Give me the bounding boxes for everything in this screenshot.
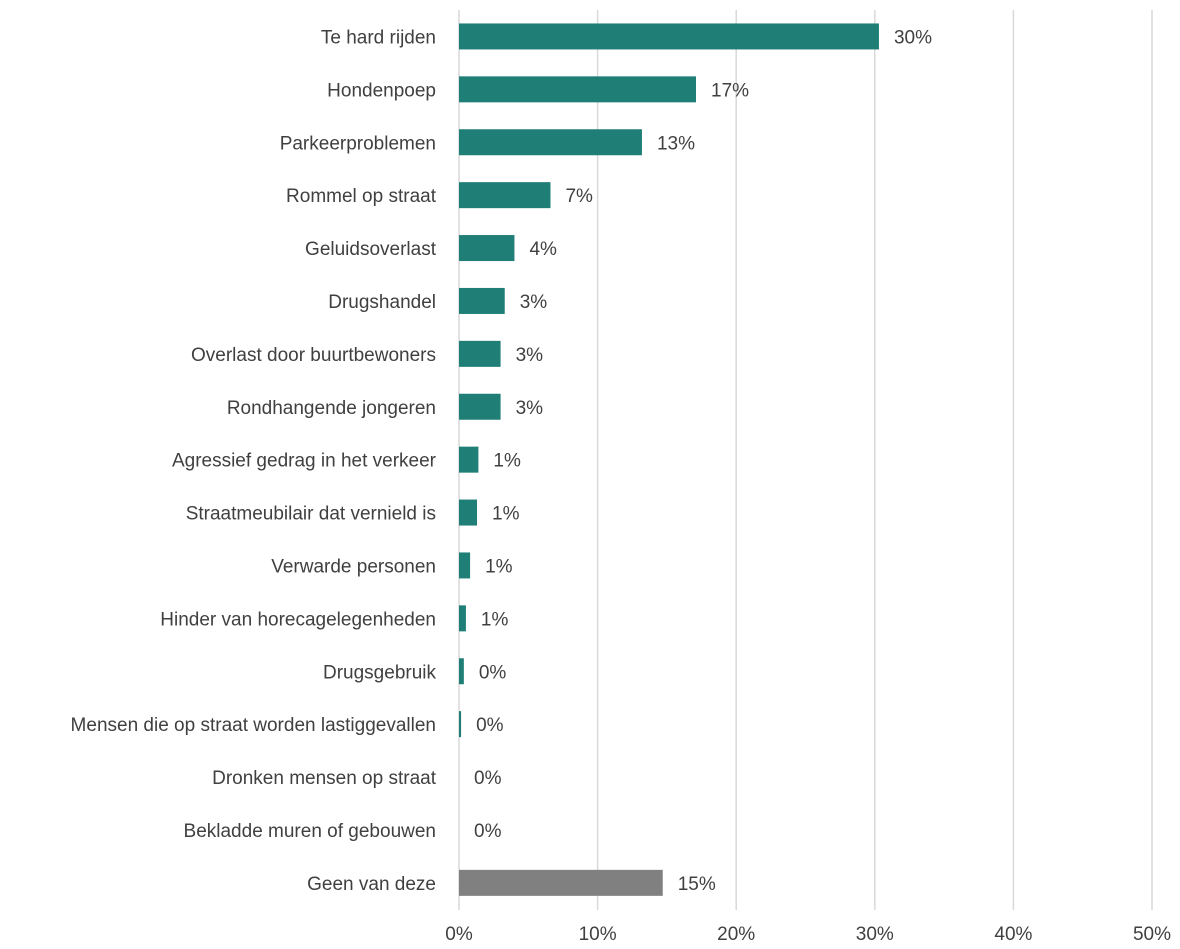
value-label: 3%	[516, 345, 544, 366]
bar	[459, 235, 515, 262]
value-label: 1%	[481, 609, 509, 630]
value-label: 7%	[565, 186, 593, 207]
x-tick-label: 10%	[579, 924, 617, 945]
x-axis-tick-labels: 0% 10% 20% 30% 40% 50%	[445, 924, 1171, 945]
value-label: 1%	[492, 504, 520, 525]
value-label: 0%	[476, 715, 504, 736]
category-label: Agressief gedrag in het verkeer	[172, 451, 437, 472]
value-label: 0%	[474, 768, 502, 789]
category-label: Hondenpoep	[327, 80, 436, 101]
bar	[459, 711, 462, 738]
bar	[459, 869, 663, 896]
category-label: Drugshandel	[328, 292, 436, 313]
value-label: 0%	[479, 662, 507, 683]
bar	[459, 446, 479, 473]
value-label: 0%	[474, 821, 502, 842]
x-tick-label: 20%	[717, 924, 755, 945]
value-labels: 30% 17% 13% 7% 4% 3% 3% 3% 1% 1% 1% 1% 0% 0% 0% 0% 15%	[474, 27, 932, 894]
bars	[459, 23, 879, 896]
bar	[459, 23, 879, 50]
bar	[459, 499, 478, 526]
category-label: Straatmeubilair dat vernield is	[186, 504, 436, 525]
category-label: Parkeerproblemen	[280, 133, 436, 154]
bar	[459, 129, 642, 156]
bar	[459, 76, 697, 103]
bar	[459, 182, 551, 209]
value-label: 3%	[516, 398, 544, 419]
category-label: Dronken mensen op straat	[212, 768, 437, 789]
bar	[459, 658, 464, 685]
bar	[459, 552, 471, 579]
category-label: Te hard rijden	[321, 27, 436, 48]
x-tick-label: 50%	[1133, 924, 1171, 945]
value-label: 15%	[678, 874, 716, 895]
x-tick-label: 0%	[445, 924, 473, 945]
category-label: Hinder van horecagelegenheden	[160, 609, 436, 630]
value-label: 1%	[485, 556, 513, 577]
category-label: Overlast door buurtbewoners	[191, 345, 436, 366]
category-label: Drugsgebruik	[323, 662, 436, 683]
category-label: Mensen die op straat worden lastiggevall…	[71, 715, 436, 736]
value-label: 4%	[529, 239, 557, 260]
value-label: 30%	[894, 27, 932, 48]
bar	[459, 287, 505, 314]
value-label: 3%	[520, 292, 548, 313]
category-label: Bekladde muren of gebouwen	[184, 821, 436, 842]
x-tick-label: 30%	[856, 924, 894, 945]
category-label: Rommel op straat	[286, 186, 437, 207]
category-label: Geluidsoverlast	[305, 239, 437, 260]
category-labels: Te hard rijden Hondenpoep Parkeerproblemen…	[71, 27, 437, 894]
value-label: 1%	[493, 451, 521, 472]
bar	[459, 340, 501, 367]
value-label: 17%	[711, 80, 749, 101]
gridlines	[458, 10, 1153, 910]
bar	[459, 605, 466, 632]
category-label: Geen van deze	[307, 874, 436, 895]
category-label: Verwarde personen	[271, 556, 436, 577]
bar	[459, 393, 501, 420]
x-tick-label: 40%	[994, 924, 1032, 945]
value-label: 13%	[657, 133, 695, 154]
category-label: Rondhangende jongeren	[227, 398, 436, 419]
